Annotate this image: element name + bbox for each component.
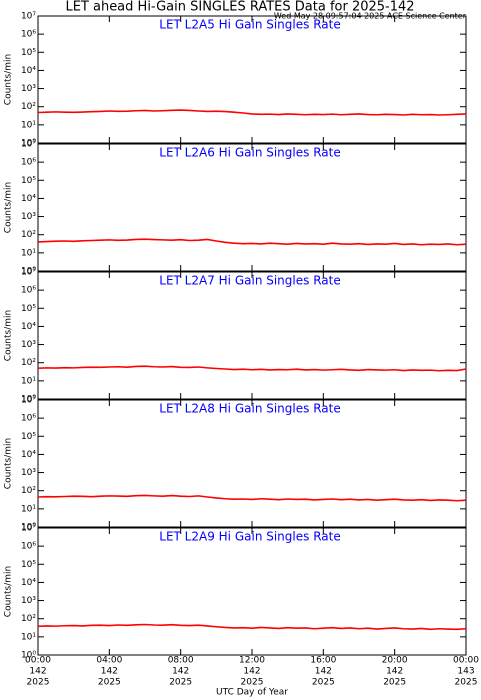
y-tick-label: 10³	[21, 84, 36, 94]
y-tick-label: 10⁷	[21, 396, 36, 406]
panel-title: LET L2A8 Hi Gain Singles Rate	[159, 402, 340, 416]
data-line	[37, 365, 467, 372]
plot-frame	[37, 15, 467, 144]
panel-title: LET L2A6 Hi Gain Singles Rate	[159, 146, 340, 160]
y-tick-label: 10⁴	[21, 578, 36, 588]
y-tick-label: 10²	[21, 230, 36, 240]
x-tick-label: 12:00	[239, 656, 265, 666]
y-axis-label: Counts/min	[4, 310, 14, 361]
page-title: LET ahead Hi-Gain SINGLES RATES Data for…	[65, 0, 414, 15]
y-axis-label: Counts/min	[4, 54, 14, 105]
x-tick-label: 00:00	[25, 656, 51, 666]
y-tick-label: 10⁴	[21, 450, 36, 460]
x-tick-sublabel: 2025	[27, 678, 50, 688]
y-axis-label: Counts/min	[4, 182, 14, 233]
x-tick-label: 08:00	[168, 656, 194, 666]
y-tick-label: 10¹	[21, 632, 36, 642]
y-tick-label: 10⁰	[21, 395, 36, 405]
x-tick-sublabel: 142	[386, 667, 403, 677]
x-axis-label: UTC Day of Year	[216, 688, 288, 698]
plot-frame	[37, 399, 467, 528]
y-tick-label: 10⁶	[21, 30, 36, 40]
x-tick-sublabel: 143	[457, 667, 474, 677]
y-tick-label: 10⁷	[21, 524, 36, 534]
y-tick-label: 10⁰	[21, 267, 36, 277]
y-tick-label: 10²	[21, 102, 36, 112]
y-tick-label: 10²	[21, 486, 36, 496]
x-tick-label: 20:00	[382, 656, 408, 666]
y-tick-label: 10⁶	[21, 542, 36, 552]
y-tick-label: 10⁷	[21, 12, 36, 22]
panel-title: LET L2A7 Hi Gain Singles Rate	[159, 274, 340, 288]
panel-title: LET L2A5 Hi Gain Singles Rate	[159, 18, 340, 32]
data-line	[37, 109, 467, 116]
y-tick-label: 10⁰	[21, 523, 36, 533]
x-tick-label: 00:00	[453, 656, 479, 666]
y-tick-label: 10⁵	[21, 48, 36, 58]
x-tick-sublabel: 142	[172, 667, 189, 677]
x-tick-sublabel: 2025	[241, 678, 264, 688]
x-tick-label: 16:00	[310, 656, 336, 666]
x-tick-sublabel: 2025	[98, 678, 121, 688]
y-tick-label: 10²	[21, 614, 36, 624]
y-tick-label: 10³	[21, 596, 36, 606]
y-tick-label: 10¹	[21, 248, 36, 258]
x-tick-sublabel: 142	[243, 667, 260, 677]
y-tick-label: 10⁰	[21, 139, 36, 149]
y-tick-label: 10⁰	[21, 651, 36, 661]
plot-frame	[37, 271, 467, 400]
x-tick-sublabel: 142	[101, 667, 118, 677]
y-tick-label: 10⁶	[21, 414, 36, 424]
y-tick-label: 10⁵	[21, 560, 36, 570]
x-tick-sublabel: 2025	[169, 678, 192, 688]
y-tick-label: 10³	[21, 212, 36, 222]
data-line	[37, 238, 467, 246]
x-tick-label: 04:00	[96, 656, 122, 666]
x-tick-sublabel: 2025	[312, 678, 335, 688]
y-tick-label: 10⁴	[21, 194, 36, 204]
y-tick-label: 10⁵	[21, 432, 36, 442]
y-tick-label: 10²	[21, 358, 36, 368]
x-tick-sublabel: 2025	[383, 678, 406, 688]
y-tick-label: 10⁷	[21, 140, 36, 150]
y-tick-label: 10⁵	[21, 176, 36, 186]
plot-frame	[37, 143, 467, 272]
data-line	[37, 623, 467, 631]
x-tick-sublabel: 2025	[455, 678, 478, 688]
y-tick-label: 10³	[21, 468, 36, 478]
y-tick-label: 10⁶	[21, 286, 36, 296]
y-tick-label: 10³	[21, 340, 36, 350]
y-tick-label: 10¹	[21, 120, 36, 130]
y-tick-label: 10⁴	[21, 66, 36, 76]
data-line	[37, 494, 467, 502]
x-tick-sublabel: 142	[315, 667, 332, 677]
y-tick-label: 10⁶	[21, 158, 36, 168]
y-tick-label: 10⁷	[21, 268, 36, 278]
y-tick-label: 10⁴	[21, 322, 36, 332]
y-tick-label: 10¹	[21, 376, 36, 386]
y-axis-label: Counts/min	[4, 438, 14, 489]
y-tick-label: 10⁵	[21, 304, 36, 314]
y-axis-label: Counts/min	[4, 566, 14, 617]
plot-frame	[37, 527, 467, 656]
panel-title: LET L2A9 Hi Gain Singles Rate	[159, 530, 340, 544]
x-tick-sublabel: 142	[29, 667, 46, 677]
y-tick-label: 10¹	[21, 504, 36, 514]
